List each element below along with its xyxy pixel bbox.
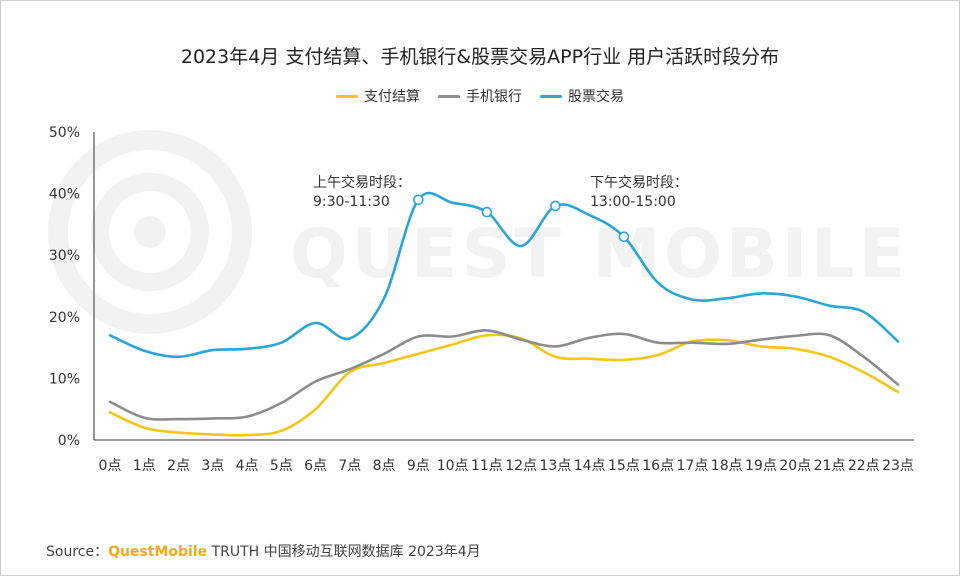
annotation-pm-line2: 13:00-15:00	[590, 194, 676, 210]
source-label: Source：	[46, 544, 109, 560]
y-tick-label: 10%	[49, 371, 80, 387]
chart-title: 2023年4月 支付结算、手机银行&股票交易APP行业 用户活跃时段分布	[180, 46, 780, 68]
x-tick-label: 10点	[437, 458, 469, 474]
annotation-am-line1: 上午交易时段：	[313, 174, 411, 191]
x-tick-label: 3点	[201, 458, 224, 474]
legend-item-mobile-banking: 手机银行	[438, 86, 522, 106]
x-tick-label: 11点	[471, 458, 503, 474]
legend-label: 股票交易	[568, 89, 624, 105]
series-lines	[108, 191, 900, 437]
y-tick-label: 40%	[49, 187, 80, 203]
x-tick-label: 21点	[814, 458, 846, 474]
data-point-marker	[618, 231, 630, 243]
annotations: 上午交易时段： 9:30-11:30 下午交易时段： 13:00-15:00	[313, 174, 688, 210]
data-point-marker	[413, 194, 424, 206]
x-tick-label: 17点	[677, 458, 709, 474]
series-markers	[413, 194, 630, 243]
x-tick-label: 20点	[779, 458, 811, 474]
series-line-mobile-banking	[108, 329, 900, 421]
x-tick-label: 23点	[882, 458, 914, 474]
y-tick-label: 50%	[49, 125, 80, 141]
x-tick-label: 12点	[505, 458, 537, 474]
x-tick-label: 6点	[304, 458, 327, 474]
x-tick-label: 5点	[270, 458, 293, 474]
legend-swatch	[540, 94, 562, 98]
x-tick-label: 18点	[711, 458, 743, 474]
x-tick-label: 8点	[373, 458, 396, 474]
axes: 0% 10% 20% 30% 40% 50% 0点 1点 2点 3点 4点 5点 6点 7点 8点 9点 10点…	[49, 125, 914, 474]
x-tick-label: 14点	[574, 458, 606, 474]
source-brand: QuestMobile	[108, 544, 208, 560]
y-tick-label: 0%	[58, 433, 80, 449]
source-note: Source：QuestMobile TRUTH 中国移动互联网数据库 2023…	[46, 541, 481, 561]
source-text: TRUTH 中国移动互联网数据库 2023年4月	[207, 544, 481, 560]
y-tick-label: 20%	[49, 310, 80, 326]
x-tick-label: 13点	[539, 458, 571, 474]
data-point-marker	[550, 200, 561, 212]
x-tick-label: 2点	[167, 458, 190, 474]
y-tick-label: 30%	[49, 248, 80, 264]
series-line-stock-trading	[108, 191, 900, 359]
x-tick-label: 0点	[99, 458, 122, 474]
annotation-am-line2: 9:30-11:30	[313, 194, 390, 210]
legend-label: 支付结算	[364, 89, 420, 105]
x-tick-label: 19点	[745, 458, 777, 474]
data-point-marker	[481, 206, 493, 218]
x-tick-label: 7点	[338, 458, 361, 474]
legend-item-stock-trading: 股票交易	[540, 86, 624, 106]
x-tick-label: 22点	[848, 458, 880, 474]
legend-swatch	[336, 94, 358, 98]
x-tick-label: 9点	[407, 458, 430, 474]
chart-legend: 支付结算 手机银行 股票交易	[0, 86, 960, 106]
x-tick-label: 15点	[608, 458, 640, 474]
legend-swatch	[438, 94, 460, 98]
legend-label: 手机银行	[466, 89, 522, 105]
legend-item-payment: 支付结算	[336, 86, 420, 106]
x-tick-label: 1点	[133, 458, 156, 474]
annotation-pm-line1: 下午交易时段：	[590, 174, 688, 191]
x-tick-label: 4点	[236, 458, 259, 474]
x-tick-label: 16点	[642, 458, 674, 474]
